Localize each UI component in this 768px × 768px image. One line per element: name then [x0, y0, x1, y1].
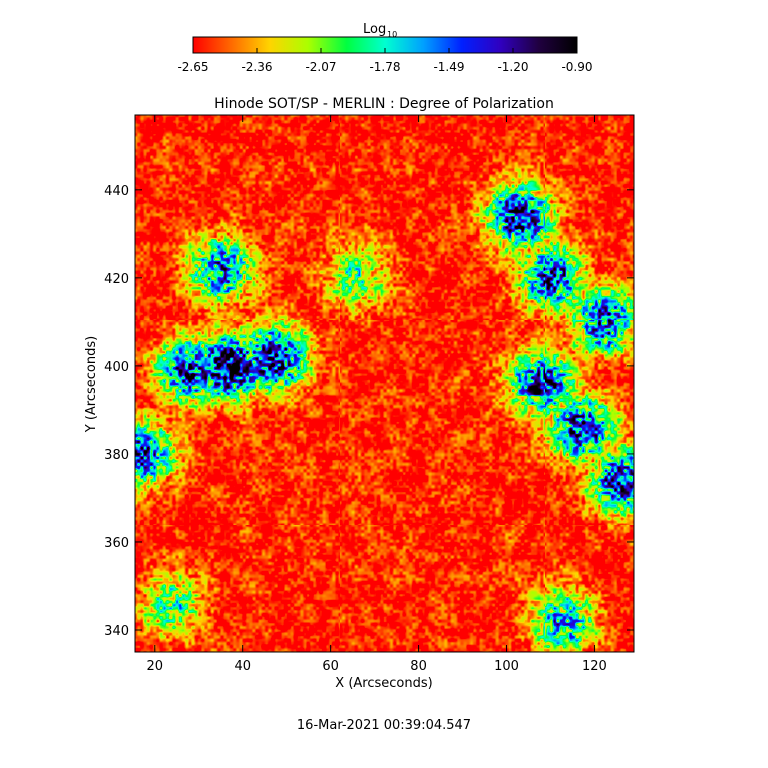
x-tick-label: 120: [582, 659, 607, 674]
chart-title: Hinode SOT/SP - MERLIN : Degree of Polar…: [214, 96, 554, 112]
y-tick-label: 420: [104, 272, 129, 287]
x-tick-label: 20: [147, 659, 164, 674]
colorbar-label: Log: [363, 22, 386, 37]
y-axis: 340 360 380 400 420 440: [104, 184, 634, 639]
x-tick-label: 80: [410, 659, 427, 674]
colorbar-tick-label: -1.20: [497, 60, 528, 74]
colorbar-label-subscript: 10: [387, 30, 397, 39]
x-tick-label: 100: [494, 659, 519, 674]
colorbar-tick-label: -2.65: [177, 60, 208, 74]
plot-frame: [134, 114, 635, 653]
heatmap-container: [135, 115, 634, 652]
y-tick-label: 380: [104, 448, 129, 463]
colorbar-tick-label: -0.90: [561, 60, 592, 74]
colorbar-tick-label: -2.07: [305, 60, 336, 74]
colorbar-tick-label: -1.78: [369, 60, 400, 74]
x-tick-label: 60: [322, 659, 339, 674]
x-axis: 20 40 60 80 100 120: [147, 115, 607, 674]
colorbar-ticks: -2.65 -2.36 -2.07 -1.78 -1.49 -1.20 -0.90: [177, 48, 593, 74]
plot-area: 20 40 60 80 100 120 340 360 380 400 420 440: [104, 114, 635, 674]
y-tick-label: 440: [104, 184, 129, 199]
colorbar-tick-label: -2.36: [241, 60, 272, 74]
colorbar-tick-label: -1.49: [433, 60, 464, 74]
colorbar: Log 10 -2.65 -2.36 -2.07 -1.78 -1.49 -1.20 -0.…: [177, 22, 592, 74]
timestamp: 16-Mar-2021 00:39:04.547: [297, 718, 471, 733]
y-axis-label: Y (Arcseconds): [84, 336, 99, 433]
heatmap-image: [135, 115, 634, 652]
y-tick-label: 340: [104, 624, 129, 639]
y-tick-label: 360: [104, 536, 129, 551]
x-axis-label: X (Arcseconds): [335, 676, 432, 691]
y-tick-label: 400: [104, 360, 129, 375]
x-tick-label: 40: [234, 659, 251, 674]
